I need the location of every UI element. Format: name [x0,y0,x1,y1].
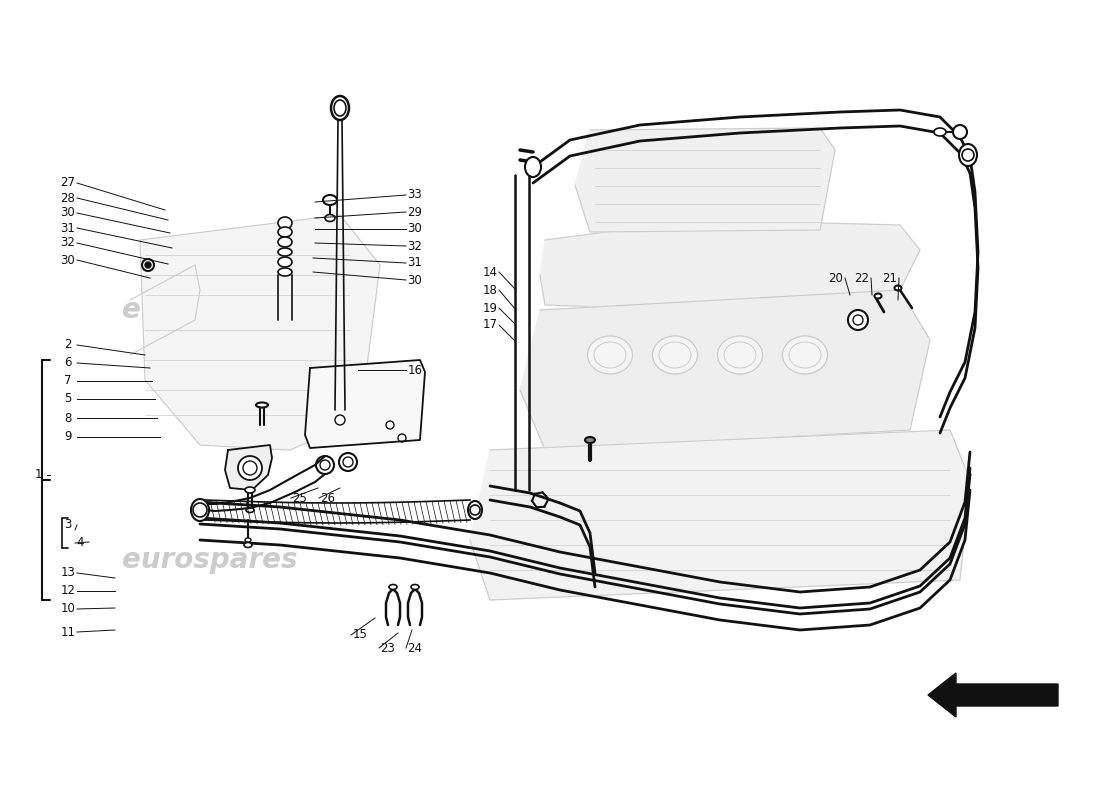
Ellipse shape [278,217,292,229]
Ellipse shape [717,336,762,374]
Text: 16: 16 [407,363,422,377]
Text: 15: 15 [353,629,367,642]
Circle shape [470,505,480,515]
Text: 4: 4 [76,535,84,549]
Ellipse shape [525,157,541,177]
Ellipse shape [411,585,419,590]
Text: 8: 8 [64,411,72,425]
Text: 11: 11 [60,626,76,638]
Ellipse shape [278,237,292,247]
Text: 26: 26 [320,491,336,505]
Text: 9: 9 [64,430,72,443]
Circle shape [145,262,151,268]
Circle shape [238,456,262,480]
Text: 12: 12 [60,585,76,598]
Circle shape [343,457,353,467]
Text: 22: 22 [855,271,869,285]
Ellipse shape [278,257,292,267]
Ellipse shape [278,248,292,256]
Polygon shape [470,430,970,600]
Text: 23: 23 [381,642,395,654]
Ellipse shape [782,336,827,374]
Circle shape [316,456,334,474]
Circle shape [848,310,868,330]
Text: 3: 3 [64,518,72,531]
Text: eurospares: eurospares [623,296,798,324]
Text: 32: 32 [60,237,76,250]
Ellipse shape [389,585,397,590]
Ellipse shape [587,336,632,374]
Text: 5: 5 [64,393,72,406]
Text: 31: 31 [408,257,422,270]
Circle shape [320,460,330,470]
Circle shape [192,503,207,517]
Ellipse shape [874,294,881,298]
Ellipse shape [278,268,292,276]
Ellipse shape [244,542,252,547]
Text: 19: 19 [483,302,497,314]
Text: 27: 27 [60,177,76,190]
Ellipse shape [894,286,902,290]
Text: 21: 21 [882,271,898,285]
Polygon shape [520,290,930,450]
Text: 32: 32 [408,239,422,253]
Circle shape [339,453,358,471]
Text: 33: 33 [408,189,422,202]
Circle shape [962,149,974,161]
Polygon shape [540,220,920,310]
Ellipse shape [278,227,292,237]
Text: eurospares: eurospares [122,546,298,574]
Text: 24: 24 [407,642,422,654]
Polygon shape [575,128,835,232]
Text: 17: 17 [483,318,497,331]
Ellipse shape [331,96,349,120]
Text: eurospares: eurospares [623,546,798,574]
Text: 30: 30 [60,206,76,219]
Text: 30: 30 [408,274,422,286]
Ellipse shape [468,501,482,519]
Polygon shape [928,673,1058,717]
Ellipse shape [191,499,209,521]
Circle shape [243,461,257,475]
Circle shape [142,259,154,271]
Text: 2: 2 [64,338,72,351]
Polygon shape [305,360,425,448]
Text: 20: 20 [828,271,844,285]
Text: 6: 6 [64,357,72,370]
Ellipse shape [934,128,946,136]
Text: eurospares: eurospares [122,296,298,324]
Circle shape [953,125,967,139]
Text: 10: 10 [60,602,76,615]
Ellipse shape [323,195,337,205]
Text: 30: 30 [408,222,422,235]
Ellipse shape [245,538,251,542]
Ellipse shape [585,437,595,443]
Circle shape [852,315,864,325]
Text: 18: 18 [483,283,497,297]
Text: 7: 7 [64,374,72,387]
Ellipse shape [324,214,336,222]
Polygon shape [226,445,272,490]
Ellipse shape [256,402,268,407]
Text: 31: 31 [60,222,76,234]
Text: 14: 14 [483,266,497,278]
Text: 28: 28 [60,191,76,205]
Text: 29: 29 [407,206,422,218]
Text: 13: 13 [60,566,76,579]
Polygon shape [140,215,379,450]
Ellipse shape [245,487,255,493]
Ellipse shape [652,336,697,374]
Text: 1: 1 [34,469,42,482]
Text: 25: 25 [293,491,307,505]
Ellipse shape [246,507,254,513]
Ellipse shape [334,100,346,116]
Ellipse shape [959,144,977,166]
Text: 30: 30 [60,254,76,266]
